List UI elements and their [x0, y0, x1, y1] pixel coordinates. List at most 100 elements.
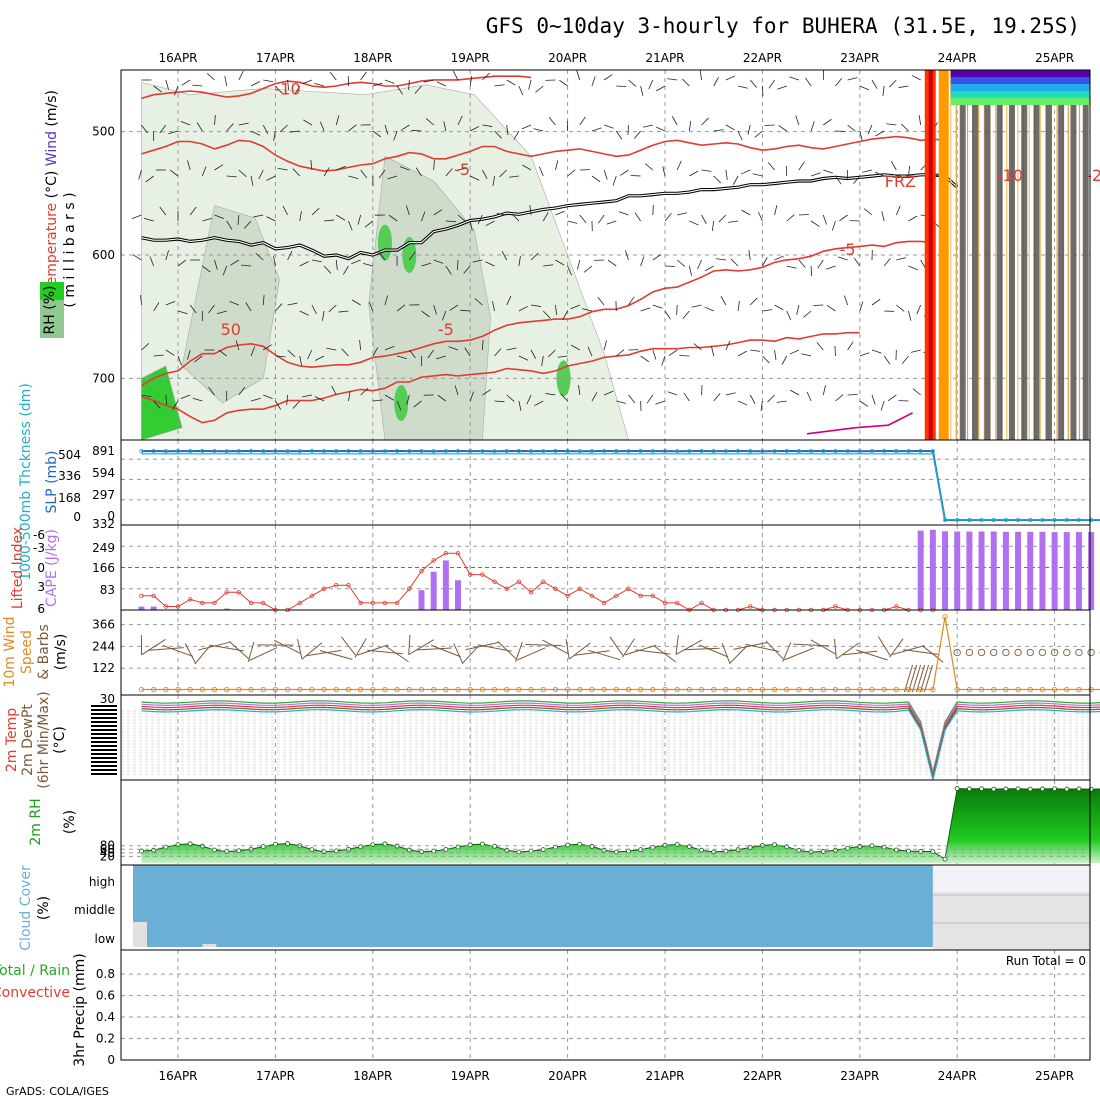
- wind-barb: [287, 302, 298, 306]
- wind-barb: [603, 390, 614, 396]
- wind-barb-10m: [784, 647, 814, 661]
- rh2m-point: [723, 848, 729, 854]
- contour-label: -10: [997, 166, 1023, 185]
- wind-barb: [187, 160, 191, 171]
- wind-barb-10m: [408, 634, 411, 656]
- wind-barb: [258, 169, 264, 180]
- slp-point: [748, 448, 753, 454]
- temp-tick-dense: [91, 769, 117, 771]
- rh2m-point: [686, 844, 692, 850]
- wind-barb: [314, 83, 325, 87]
- wind-barb: [542, 310, 551, 319]
- wind-barb: [250, 130, 261, 136]
- cloud-level-label: middle: [74, 903, 115, 917]
- wind-speed-point: [431, 686, 437, 693]
- wind-speed-point: [625, 686, 632, 693]
- wind-barb: [752, 173, 763, 177]
- wind-barb: [263, 394, 273, 399]
- lifted-index-point: [601, 600, 607, 606]
- wind-barb: [250, 81, 261, 87]
- wind-barb: [676, 160, 682, 171]
- wind-barb-dense: [996, 90, 1003, 440]
- pressure-axis-label: ( m i l l i b a r s ): [62, 192, 78, 307]
- wind-barb: [713, 129, 724, 132]
- precip-tick: 0.2: [96, 1032, 115, 1046]
- wind-speed-point: [504, 686, 510, 693]
- slp-point: [139, 448, 144, 454]
- wind-speed-point: [382, 686, 388, 693]
- temp-ylabel-line: (6hr Min/Max): [36, 691, 52, 788]
- temp-tick-dense: [91, 745, 117, 747]
- rh2m-point: [662, 842, 668, 848]
- rh2m-point: [187, 841, 193, 847]
- wind-gust-point: [1038, 648, 1047, 657]
- wind-barb: [701, 384, 703, 396]
- wind-barb: [618, 211, 629, 216]
- wind-speed-point: [309, 686, 315, 693]
- wind-barb: [336, 214, 346, 221]
- wind-barb: [165, 301, 176, 306]
- wind-barb: [603, 169, 608, 180]
- wind-barb-10m: [247, 641, 255, 663]
- slp-point: [589, 448, 595, 454]
- wind-barb: [713, 77, 719, 87]
- temp-tick-dense: [91, 765, 117, 767]
- slp-tick: 297: [92, 488, 115, 502]
- lifted-index-point: [407, 586, 412, 591]
- slp-line: [141, 449, 1100, 521]
- cloud-cover-axis-label: Cloud Cover: [18, 865, 34, 951]
- wind-barb: [153, 400, 161, 409]
- wind-barb: [688, 265, 692, 276]
- wind-barb: [598, 214, 605, 224]
- wind-barb: [177, 355, 182, 366]
- wind-barb: [253, 214, 264, 218]
- wind-speed-point: [479, 686, 486, 693]
- temp-series-line: [141, 708, 1100, 781]
- lifted-index-point: [394, 600, 400, 606]
- lifted-index-tick: 0: [37, 561, 45, 575]
- extreme-contour-core: [928, 70, 933, 440]
- lifted-index-axis-label: Lifted Index: [10, 527, 26, 609]
- upper-contour-band: [950, 98, 1090, 105]
- wind-barb: [315, 355, 325, 361]
- wind-barb: [363, 263, 373, 267]
- precip-tick: 0: [107, 1053, 115, 1067]
- rh2m-point: [151, 847, 157, 853]
- wind-barb: [323, 265, 332, 274]
- wind-barb-10m: [877, 636, 891, 656]
- wind-barb: [871, 394, 876, 405]
- lifted-index-point: [541, 579, 546, 584]
- slp-point: [942, 517, 948, 523]
- date-label-bottom: 22APR: [743, 1069, 782, 1083]
- temp-tick-dense: [91, 749, 117, 751]
- lifted-index-point: [833, 604, 838, 609]
- wind-barb: [538, 166, 544, 177]
- wind-barb-10m: [341, 636, 356, 656]
- wind-barb: [859, 352, 870, 357]
- wind-barb: [501, 250, 508, 261]
- lifted-index-point: [894, 604, 899, 609]
- slp-point: [808, 448, 814, 454]
- temp-tick-dense: [91, 761, 117, 763]
- wind-barb: [342, 265, 349, 275]
- slp-point: [577, 449, 582, 454]
- lifted-index-tick: 6: [37, 602, 45, 616]
- wind-speed-point: [394, 686, 400, 693]
- cape-bar: [978, 531, 985, 610]
- wind-barb: [521, 124, 532, 130]
- wind-barb: [661, 355, 666, 366]
- slp-point: [662, 448, 668, 454]
- wind-barb: [867, 124, 873, 135]
- date-label-bottom: 16APR: [158, 1069, 197, 1083]
- temp-tick-dense: [91, 737, 117, 739]
- slp-point: [163, 449, 169, 454]
- wind-barb-10m: [141, 639, 166, 655]
- wind-barb: [789, 349, 800, 355]
- wind-barb: [701, 169, 712, 172]
- slp-point: [321, 448, 327, 454]
- wind-barb: [202, 265, 211, 273]
- wind-barb: [360, 71, 367, 81]
- wind-barb: [886, 123, 897, 126]
- cape-bar: [442, 560, 449, 610]
- wind-barb: [616, 85, 627, 87]
